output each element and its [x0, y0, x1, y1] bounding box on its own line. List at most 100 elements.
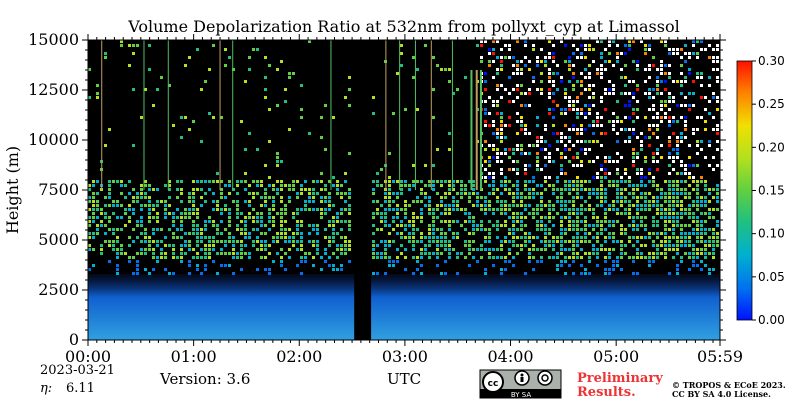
- heatmap-cell: [692, 232, 695, 235]
- heatmap-cell: [224, 240, 227, 243]
- heatmap-cell: [136, 264, 139, 267]
- heatmap-cell: [700, 76, 703, 79]
- heatmap-cell: [220, 232, 223, 235]
- heatmap-cell: [696, 52, 699, 55]
- heatmap-cell: [672, 208, 675, 211]
- heatmap-cell: [188, 208, 191, 211]
- heatmap-cell: [532, 144, 535, 147]
- heatmap-cell: [300, 108, 303, 111]
- heatmap-cell: [532, 212, 535, 215]
- heatmap-cell: [228, 192, 231, 195]
- heatmap-cell: [636, 224, 639, 227]
- heatmap-cell: [400, 232, 403, 235]
- heatmap-cell: [588, 96, 591, 99]
- heatmap-cell: [452, 180, 455, 183]
- heatmap-cell: [296, 228, 299, 231]
- heatmap-cell: [536, 56, 539, 59]
- heatmap-cell: [508, 216, 511, 219]
- heatmap-cell: [640, 256, 643, 259]
- heatmap-cell: [460, 180, 463, 183]
- heatmap-cell: [620, 156, 623, 159]
- heatmap-cell: [672, 216, 675, 219]
- heatmap-cell: [136, 192, 139, 195]
- heatmap-cell: [312, 188, 315, 191]
- heatmap-cell: [600, 124, 603, 127]
- heatmap-cell: [624, 232, 627, 235]
- heatmap-cell: [176, 228, 179, 231]
- heatmap-cell: [440, 236, 443, 239]
- heatmap-cell: [436, 148, 439, 151]
- heatmap-cell: [688, 204, 691, 207]
- heatmap-cell: [668, 156, 671, 159]
- heatmap-cell: [664, 240, 667, 243]
- heatmap-cell: [692, 212, 695, 215]
- heatmap-cell: [548, 208, 551, 211]
- heatmap-cell: [92, 184, 95, 187]
- heatmap-cell: [568, 160, 571, 163]
- heatmap-cell: [528, 188, 531, 191]
- heatmap-cell: [664, 228, 667, 231]
- heatmap-cell: [272, 260, 275, 263]
- heatmap-cell: [664, 208, 667, 211]
- heatmap-cell: [604, 168, 607, 171]
- heatmap-cell: [416, 200, 419, 203]
- heatmap-cell: [444, 196, 447, 199]
- heatmap-cell: [600, 220, 603, 223]
- heatmap-cell: [616, 264, 619, 267]
- heatmap-cell: [704, 96, 707, 99]
- heatmap-cell: [712, 208, 715, 211]
- heatmap-cell: [324, 212, 327, 215]
- heatmap-cell: [300, 208, 303, 211]
- heatmap-cell: [676, 80, 679, 83]
- heatmap-cell: [592, 216, 595, 219]
- heatmap-cell: [584, 240, 587, 243]
- heatmap-cell: [712, 268, 715, 271]
- heatmap-cell: [508, 188, 511, 191]
- heatmap-cell: [692, 188, 695, 191]
- heatmap-cell: [664, 116, 667, 119]
- heatmap-cell: [512, 100, 515, 103]
- heatmap-cell: [516, 172, 519, 175]
- heatmap-cell: [580, 92, 583, 95]
- heatmap-cell: [648, 144, 651, 147]
- heatmap-cell: [616, 192, 619, 195]
- heatmap-cell: [568, 64, 571, 67]
- heatmap-cell: [684, 124, 687, 127]
- heatmap-cell: [332, 228, 335, 231]
- heatmap-cell: [412, 248, 415, 251]
- heatmap-cell: [404, 180, 407, 183]
- heatmap-cell: [588, 240, 591, 243]
- heatmap-cell: [196, 252, 199, 255]
- heatmap-cell: [528, 196, 531, 199]
- heatmap-cell: [432, 188, 435, 191]
- heatmap-cell: [252, 216, 255, 219]
- heatmap-cell: [668, 228, 671, 231]
- heatmap-cell: [528, 132, 531, 135]
- heatmap-cell: [680, 256, 683, 259]
- heatmap-cell: [420, 208, 423, 211]
- heatmap-cell: [160, 256, 163, 259]
- heatmap-cell: [568, 192, 571, 195]
- heatmap-cell: [308, 240, 311, 243]
- heatmap-cell: [216, 252, 219, 255]
- heatmap-cell: [600, 76, 603, 79]
- heatmap-cell: [180, 244, 183, 247]
- heatmap-cell: [580, 256, 583, 259]
- heatmap-cell: [560, 224, 563, 227]
- heatmap-cell: [492, 180, 495, 183]
- heatmap-cell: [668, 184, 671, 187]
- heatmap-cell: [88, 196, 91, 199]
- heatmap-cell: [112, 240, 115, 243]
- heatmap-cell: [180, 116, 183, 119]
- heatmap-cell: [388, 204, 391, 207]
- x-axis-label: UTC: [387, 370, 421, 388]
- heatmap-cell: [548, 240, 551, 243]
- heatmap-cell: [372, 248, 375, 251]
- heatmap-cell: [540, 92, 543, 95]
- heatmap-cell: [604, 208, 607, 211]
- heatmap-cell: [604, 188, 607, 191]
- heatmap-cell: [448, 80, 451, 83]
- footer: 2023-03-21 η: 6.11 Version: 3.6 UTC cc B…: [40, 363, 786, 400]
- heatmap-cell: [660, 72, 663, 75]
- heatmap-cell: [240, 268, 243, 271]
